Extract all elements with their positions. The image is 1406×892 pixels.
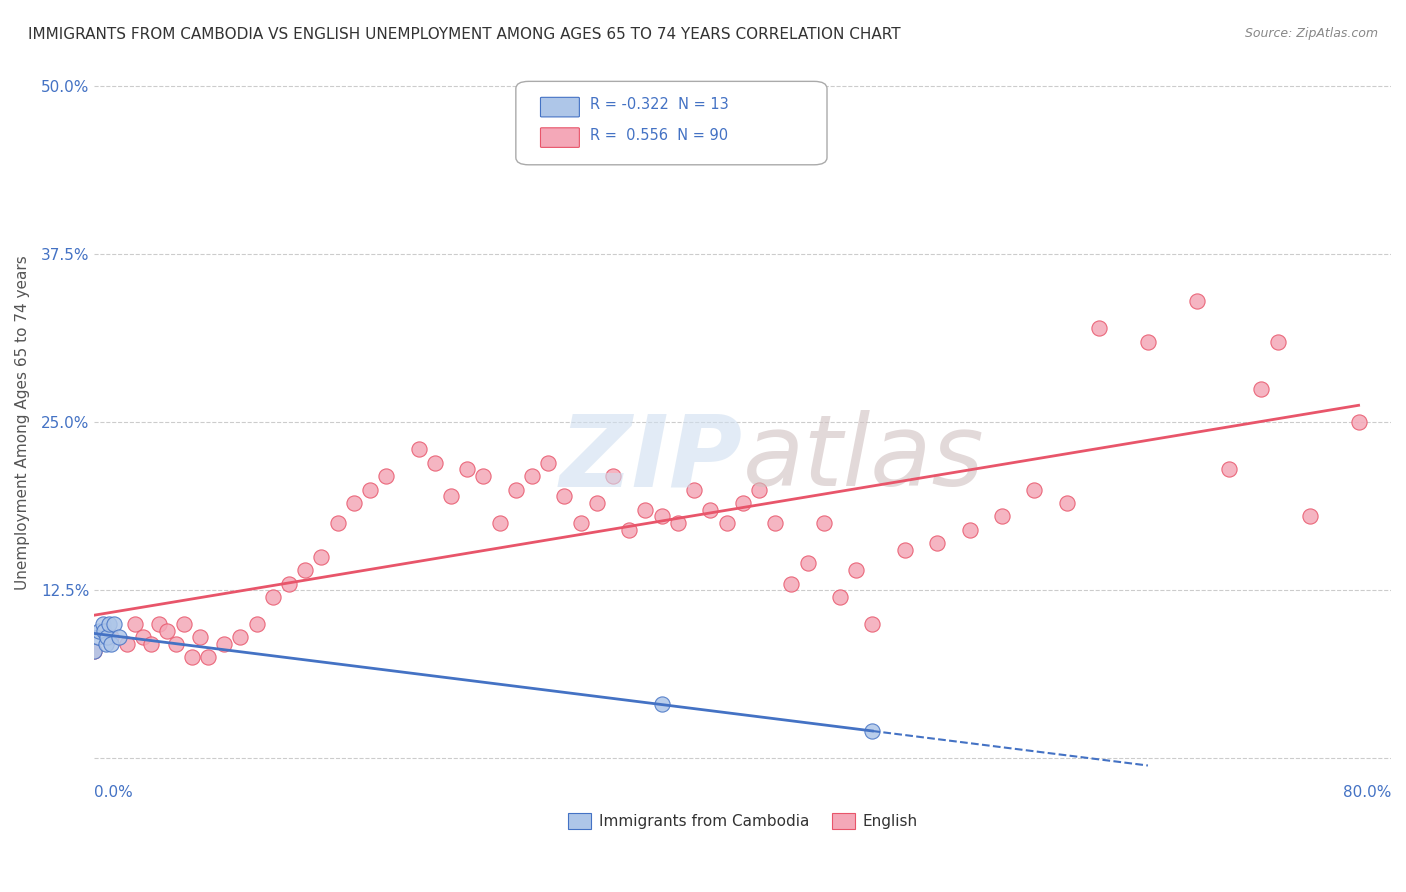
Text: 0.0%: 0.0%: [94, 785, 134, 800]
Point: [245, 616, 267, 631]
Point: [89, 624, 111, 638]
Point: [107, 630, 129, 644]
Point: [748, 483, 770, 497]
Point: [1218, 462, 1240, 476]
Point: [1185, 294, 1208, 309]
Point: [666, 516, 689, 530]
Point: [1056, 496, 1078, 510]
Point: [505, 483, 527, 497]
Point: [651, 509, 673, 524]
Point: [93, 624, 115, 638]
Text: 80.0%: 80.0%: [1343, 785, 1391, 800]
Point: [1136, 334, 1159, 349]
Legend: Immigrants from Cambodia, English: Immigrants from Cambodia, English: [562, 807, 924, 836]
Point: [553, 489, 575, 503]
Point: [96, 630, 118, 644]
Point: [180, 650, 202, 665]
Point: [683, 483, 706, 497]
Point: [94, 637, 117, 651]
Point: [124, 616, 146, 631]
Text: atlas: atlas: [742, 410, 984, 508]
Point: [828, 590, 851, 604]
Point: [197, 650, 219, 665]
Point: [115, 637, 138, 651]
Point: [156, 624, 179, 638]
FancyBboxPatch shape: [540, 128, 579, 147]
Point: [472, 469, 495, 483]
Point: [586, 496, 609, 510]
Point: [699, 502, 721, 516]
Point: [100, 630, 122, 644]
Point: [359, 483, 381, 497]
Text: Source: ZipAtlas.com: Source: ZipAtlas.com: [1244, 27, 1378, 40]
Point: [1024, 483, 1046, 497]
Point: [132, 630, 155, 644]
Point: [845, 563, 868, 577]
Point: [100, 637, 122, 651]
Point: [927, 536, 949, 550]
Point: [86, 630, 108, 644]
Point: [537, 456, 560, 470]
Point: [165, 637, 187, 651]
Text: R = -0.322  N = 13: R = -0.322 N = 13: [589, 97, 728, 112]
Point: [375, 469, 398, 483]
Point: [520, 469, 543, 483]
Point: [83, 644, 105, 658]
Point: [148, 616, 170, 631]
Point: [229, 630, 252, 644]
Text: ZIP: ZIP: [560, 410, 742, 508]
Point: [408, 442, 430, 457]
Y-axis label: Unemployment Among Ages 65 to 74 years: Unemployment Among Ages 65 to 74 years: [15, 255, 30, 590]
Point: [188, 630, 211, 644]
FancyBboxPatch shape: [516, 81, 827, 165]
Point: [894, 543, 917, 558]
Point: [98, 616, 121, 631]
Point: [716, 516, 738, 530]
Point: [1088, 321, 1111, 335]
Point: [1267, 334, 1289, 349]
Point: [173, 616, 195, 631]
Point: [1347, 415, 1369, 429]
Point: [780, 576, 803, 591]
Point: [488, 516, 510, 530]
Point: [456, 462, 478, 476]
Point: [602, 469, 624, 483]
Point: [860, 616, 883, 631]
Point: [294, 563, 316, 577]
Point: [262, 590, 284, 604]
Text: R =  0.556  N = 90: R = 0.556 N = 90: [589, 128, 728, 143]
FancyBboxPatch shape: [540, 97, 579, 117]
Point: [796, 557, 818, 571]
Point: [569, 516, 592, 530]
Point: [423, 456, 446, 470]
Point: [860, 724, 883, 739]
Point: [959, 523, 981, 537]
Point: [651, 698, 673, 712]
Point: [83, 644, 105, 658]
Point: [1299, 509, 1322, 524]
Point: [212, 637, 235, 651]
Point: [731, 496, 754, 510]
Point: [440, 489, 463, 503]
Point: [91, 616, 114, 631]
Text: IMMIGRANTS FROM CAMBODIA VS ENGLISH UNEMPLOYMENT AMONG AGES 65 TO 74 YEARS CORRE: IMMIGRANTS FROM CAMBODIA VS ENGLISH UNEM…: [28, 27, 901, 42]
Point: [311, 549, 333, 564]
Point: [1250, 382, 1272, 396]
Point: [991, 509, 1014, 524]
Point: [763, 516, 786, 530]
Point: [813, 516, 835, 530]
Point: [141, 637, 163, 651]
Point: [278, 576, 301, 591]
Point: [343, 496, 366, 510]
Point: [634, 502, 657, 516]
Point: [619, 523, 641, 537]
Point: [326, 516, 349, 530]
Point: [103, 616, 125, 631]
